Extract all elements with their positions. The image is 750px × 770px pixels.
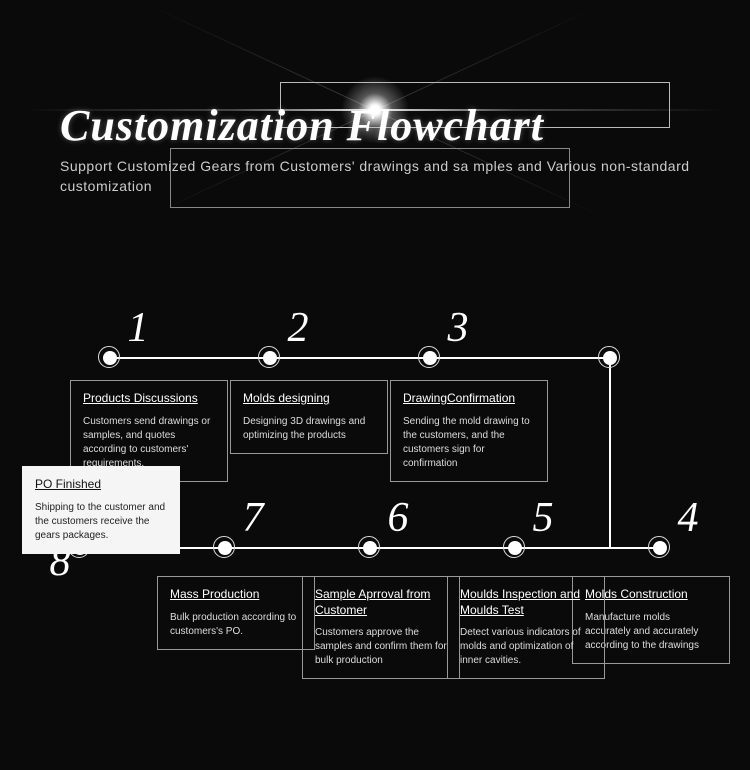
page-subtitle: Support Customized Gears from Customers'… (60, 157, 690, 196)
flow-node (600, 348, 620, 368)
step-card: Sample Aprroval from Customer Customers a… (302, 576, 460, 679)
step-title: PO Finished (35, 477, 167, 493)
step-title: Sample Aprroval from Customer (315, 587, 447, 618)
flow-node (360, 538, 380, 558)
step-card: Moulds Inspection and Moulds Test Detect … (447, 576, 605, 679)
step-card: Mass Production Bulk production according… (157, 576, 315, 650)
step-body: Designing 3D drawings and optimizing the… (243, 415, 375, 443)
step-body: Customers approve the samples and confir… (315, 626, 447, 668)
step-number: 2 (288, 304, 309, 352)
step-number: 1 (128, 304, 149, 352)
flow-node (100, 348, 120, 368)
flow-node (505, 538, 525, 558)
step-card: Molds designing Designing 3D drawings and… (230, 380, 388, 454)
flowchart: 12345678Products DiscussionsCustomers se… (0, 300, 750, 760)
step-body: Detect various indicators of molds and o… (460, 626, 592, 668)
step-body: Customers send drawings or samples, and … (83, 415, 215, 471)
flow-edge (110, 357, 610, 359)
step-title: Moulds Inspection and Moulds Test (460, 587, 592, 618)
step-card: DrawingConfirmation Sending the mold draw… (390, 380, 548, 482)
step-title: Mass Production (170, 587, 302, 603)
page-title: Customization Flowchart (60, 100, 690, 151)
step-title: Products Discussions (83, 391, 215, 407)
step-number: 5 (533, 494, 554, 542)
step-body: Sending the mold drawing to the customer… (403, 415, 535, 471)
flow-node (215, 538, 235, 558)
flow-node (650, 538, 670, 558)
flow-edge (609, 358, 611, 548)
step-card: PO Finished Shipping to the customer and … (22, 466, 180, 554)
step-number: 7 (243, 494, 264, 542)
flow-node (420, 348, 440, 368)
step-body: Bulk production according to customers's… (170, 611, 302, 639)
step-title: DrawingConfirmation (403, 391, 535, 407)
step-number: 3 (448, 304, 469, 352)
step-body: Shipping to the customer and the custome… (35, 501, 167, 543)
flow-node (260, 348, 280, 368)
step-number: 6 (388, 494, 409, 542)
step-number: 4 (678, 494, 699, 542)
step-title: Molds designing (243, 391, 375, 407)
header: Customization Flowchart Support Customiz… (60, 100, 690, 196)
